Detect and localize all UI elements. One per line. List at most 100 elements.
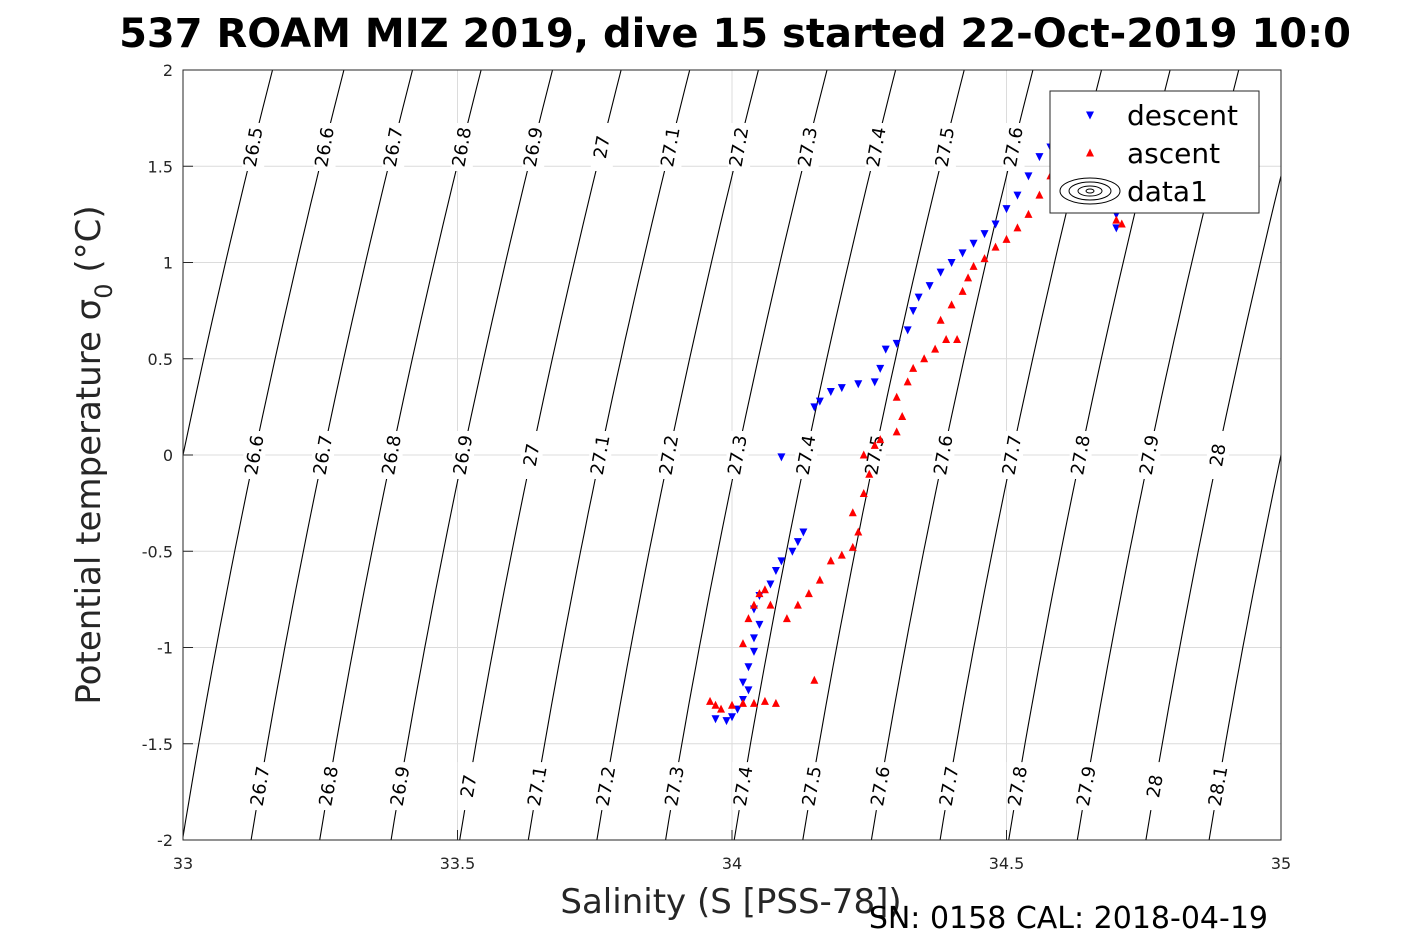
descent-point: [837, 384, 846, 393]
isopycnal-label-bg: [938, 762, 961, 811]
chart-title: 537 ROAM MIZ 2019, dive 15 started 22-Oc…: [119, 11, 1351, 57]
isopycnal-label-bg: [380, 431, 403, 479]
isopycnal-label-bg: [932, 431, 955, 479]
isopycnal-label-bg: [313, 123, 336, 171]
isopycnal-label-bg: [243, 431, 266, 479]
y-axis-label-symbol: σ: [69, 299, 109, 321]
isopycnal-label-bg: [1006, 762, 1029, 811]
isopycnal-label-bg: [526, 762, 549, 811]
y-tick-label: 1: [163, 254, 173, 273]
ascent-point: [771, 698, 780, 707]
ascent-point: [876, 435, 885, 444]
isopycnal-label-bg: [249, 762, 272, 811]
ascent-series: [706, 148, 1126, 713]
descent-point: [980, 230, 989, 239]
y-tick-label: 0.5: [148, 350, 173, 369]
isopycnal-label-bg: [242, 123, 265, 171]
legend-contour-marker: [1068, 181, 1112, 201]
isopycnal-label-bg: [1069, 431, 1092, 479]
ascent-point: [969, 261, 978, 270]
isopycnal-label: 27: [520, 442, 545, 468]
descent-point: [1024, 172, 1033, 181]
ascent-point: [815, 575, 824, 584]
legend-ascent-marker: [1086, 148, 1094, 157]
y-tick-label: -2: [157, 831, 173, 850]
descent-point: [958, 249, 967, 258]
isopycnal-label: 27: [457, 773, 482, 799]
y-tick-label: 2: [163, 61, 173, 80]
ascent-point: [1013, 223, 1022, 232]
descent-point: [749, 634, 758, 643]
descent-point: [1112, 224, 1121, 233]
ascent-point: [1024, 209, 1033, 218]
ascent-point: [892, 427, 901, 436]
descent-point: [969, 239, 978, 248]
descent-point: [815, 397, 824, 406]
ascent-point: [1112, 215, 1121, 224]
isopycnal-label-bg: [311, 431, 334, 479]
isopycnal-label-bg: [732, 762, 755, 811]
ascent-point: [1002, 234, 1011, 243]
ascent-point: [848, 542, 857, 551]
isopycnal-label-bg: [1000, 431, 1023, 479]
y-tick-label: 0: [163, 446, 173, 465]
descent-point: [744, 686, 753, 695]
x-tick-label: 33: [173, 854, 193, 873]
descent-point: [810, 403, 819, 412]
ascent-point: [892, 392, 901, 401]
ascent-point: [793, 600, 802, 609]
ascent-point: [804, 589, 813, 598]
isopycnal-label-bg: [1207, 762, 1230, 811]
ascent-point: [760, 696, 769, 705]
ascent-point: [942, 335, 951, 343]
ascent-point: [760, 585, 769, 594]
isopycnal-label: 27: [590, 134, 615, 160]
isopycnal-label-bg: [1138, 431, 1161, 479]
ascent-point: [706, 696, 715, 705]
ascent-point: [854, 527, 863, 536]
descent-point: [755, 620, 764, 629]
ascent-point: [749, 600, 758, 609]
ascent-point: [728, 700, 736, 709]
y-tick-label: -1: [157, 639, 173, 658]
legend-label: ascent: [1127, 137, 1220, 170]
ascent-point: [744, 614, 753, 623]
descent-point: [876, 364, 885, 373]
descent-point: [771, 567, 780, 575]
descent-point: [777, 453, 786, 462]
isopycnal-label-bg: [589, 431, 612, 479]
isopycnal-label-bg: [389, 762, 412, 811]
ascent-point: [711, 700, 720, 709]
ascent-point: [782, 614, 791, 623]
density-contours: 26.5 26.626.626.726.726.726.826.826.826.9…: [183, 70, 1281, 840]
isopycnal-label-bg: [659, 123, 682, 171]
descent-point: [1002, 205, 1011, 214]
y-tick-label: 1.5: [148, 157, 173, 176]
x-axis-label: Salinity (S [PSS-78]): [560, 882, 901, 922]
isopycnal-label-bg: [1143, 762, 1166, 811]
descent-point: [925, 282, 934, 291]
isopycnal-label-bg: [796, 123, 819, 171]
ascent-point: [991, 242, 1000, 251]
isopycnal-label-bg: [590, 123, 613, 171]
y-tick-label: -0.5: [142, 542, 173, 561]
descent-point: [766, 580, 775, 589]
descent-point: [881, 345, 890, 354]
descent-point: [991, 220, 1000, 229]
y-axis-label: Potential temperature σ0 (°C): [69, 205, 118, 704]
ascent-point: [826, 556, 835, 565]
descent-point: [777, 557, 786, 566]
isopycnal-label-bg: [728, 123, 751, 171]
ascent-point: [953, 335, 962, 343]
ascent-point: [980, 254, 989, 263]
descent-point: [854, 380, 863, 389]
x-tick-label: 35: [1271, 854, 1291, 873]
descent-point: [903, 326, 912, 335]
isopycnal-label-bg: [382, 123, 405, 171]
legend-contour-marker: [1085, 188, 1095, 194]
ascent-point: [909, 363, 918, 372]
isopycnal-label-bg: [1075, 762, 1098, 811]
isopycnal-label-bg: [869, 762, 892, 811]
legend: descent ascent data1: [1049, 90, 1260, 214]
x-tick-label: 34.5: [989, 854, 1025, 873]
